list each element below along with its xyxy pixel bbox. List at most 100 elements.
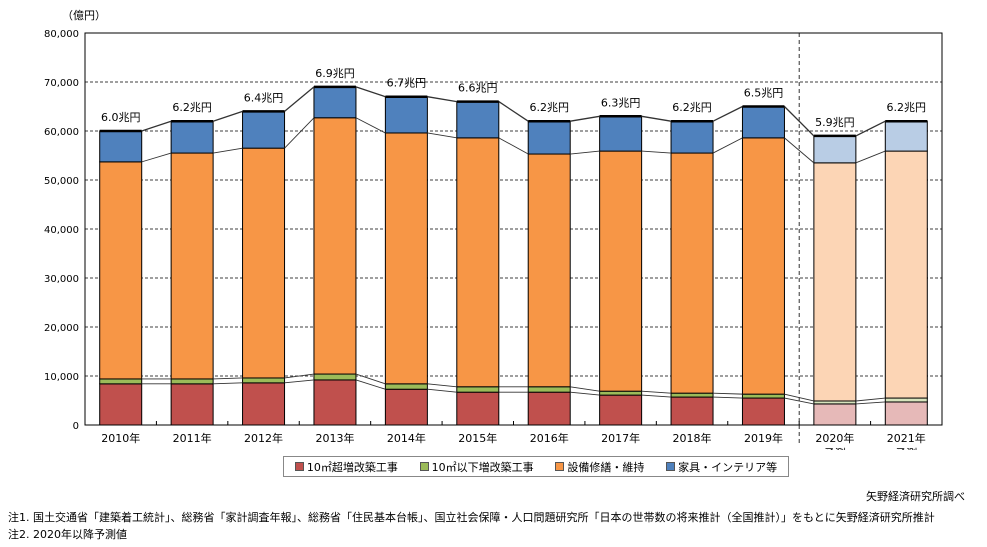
connector-line [498,137,529,155]
connector-line [284,373,315,379]
connector-line [570,150,600,155]
x-tick-label: 2018年 [673,431,712,445]
connector-line [141,152,172,163]
bar-segment [599,150,643,392]
total-label: 6.9兆円 [315,67,355,80]
bar-segment [242,382,286,426]
x-tick-label: 2017年 [601,431,640,445]
legend-label: 家具・インテリア等 [678,460,778,474]
stacked-bar-chart: （億円） 0 10,000 20,000 30,000 40,000 50,000 60,00… [44,9,943,450]
bar-segment [813,162,857,402]
bar-segment [670,392,714,398]
bar-segment [313,86,357,119]
y-tick-label: 70,000 [44,78,79,89]
x-tick-label: 2014年 [387,431,426,445]
connector-line [641,115,672,122]
connector-line [213,377,243,380]
bar-segment [813,403,857,426]
bar-segment [813,135,857,164]
legend-swatch [419,462,429,471]
bar-segment [456,386,500,393]
y-tick-label: 30,000 [44,274,79,285]
bar-segment [242,377,286,384]
bar-segment [242,110,286,149]
connector-line [855,401,886,405]
total-label: 6.0兆円 [101,111,141,124]
bar-segment [599,115,643,152]
bar-segment [384,132,428,385]
legend-item: 10㎡超増改築工事 [294,459,398,475]
total-label: 6.6兆円 [458,82,498,95]
connector-line [784,397,814,405]
connector-line [641,150,672,154]
x-tick-label: 予測 [824,446,846,450]
bar-segment [456,137,500,388]
bar-segment [670,120,714,154]
y-tick-label: 40,000 [44,225,79,236]
bar-segment [670,152,714,394]
connector-line [783,106,815,137]
total-label: 5.9兆円 [815,116,855,129]
connector-line [427,383,457,388]
total-label: 6.2兆円 [529,101,569,114]
legend-item: 家具・インテリア等 [666,459,777,475]
bar-segment [384,96,428,134]
connector-line [284,117,315,149]
source-credit: 矢野経済研究所調べ [866,490,965,503]
legend-label: 10㎡以下増改築工事 [431,460,534,474]
bar-segment [741,137,785,395]
bar-segment [884,401,928,426]
bar-segment [884,120,928,152]
connector-line [570,391,600,396]
connector-line [427,132,457,139]
bar-segment [313,379,357,426]
bar-segment [599,394,643,426]
connector-line [141,120,172,132]
note-2: 注2. 2020年以降予測値 [8,528,127,541]
legend-label: 設備修繕・維持 [567,460,645,474]
connector-line [784,137,815,164]
connector-line [641,390,672,394]
bar-segment [884,150,928,399]
legend: 10㎡超増改築工事 10㎡以下増改築工事 設備修繕・維持 家具・インテリア等 [283,456,789,477]
connector-line [355,379,386,390]
x-tick-label: 2012年 [244,431,283,445]
x-tick-label: 2019年 [744,431,783,445]
legend-label: 10㎡超増改築工事 [306,460,398,474]
connector-line [212,110,243,122]
connector-line [713,392,743,395]
bar-segment [527,391,571,426]
connector-line [570,115,600,122]
legend-item: 10㎡以下増改築工事 [419,459,534,475]
connector-line [570,386,600,392]
total-label: 6.2兆円 [672,101,712,114]
connector-line [855,150,886,164]
total-label: 6.2兆円 [172,101,212,114]
total-label: 6.3兆円 [601,96,641,109]
x-tick-label: 2010年 [101,431,140,445]
bar-segment [313,373,357,381]
connector-line [713,396,743,399]
bar-segment [741,393,785,399]
x-tick-label: 2020年 [815,431,854,445]
connector-line [355,86,386,98]
bar-segment [599,390,643,396]
bar-segment [99,130,143,163]
connector-line [427,96,457,103]
x-tick-label: 2013年 [315,431,354,445]
connector-line [355,373,386,385]
connector-line [213,382,243,385]
connector-line [284,379,315,384]
x-tick-label: 2016年 [530,431,569,445]
connector-line [355,117,386,134]
y-axis-label: （億円） [62,9,106,22]
total-label: 6.2兆円 [887,101,927,114]
connector-line [855,120,886,137]
bar-segment [242,147,286,379]
y-tick-label: 20,000 [44,323,79,334]
bar-segment [456,391,500,426]
legend-swatch [666,462,676,471]
total-label: 6.7兆円 [387,77,427,90]
x-tick-label: 2015年 [458,431,497,445]
